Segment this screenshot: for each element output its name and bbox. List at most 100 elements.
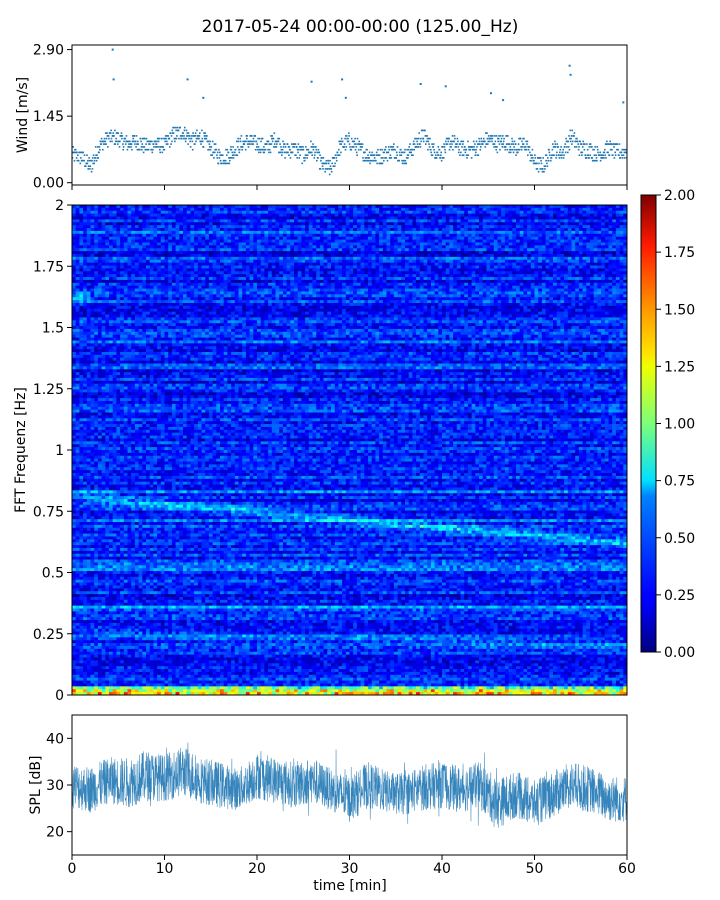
wind-point	[311, 146, 314, 148]
spectrogram-cell	[316, 228, 321, 232]
spectrogram-cell	[105, 228, 110, 232]
spectrogram-cell	[519, 239, 524, 243]
wind-point	[262, 148, 264, 151]
spectrogram-cell	[97, 265, 103, 269]
spectrogram-cell	[560, 265, 565, 269]
wind-point	[198, 135, 201, 137]
spectrogram-cell	[512, 271, 517, 275]
spectrogram-cell	[123, 219, 128, 223]
spectrogram-cell	[175, 216, 180, 220]
spectrogram-cell	[183, 245, 188, 249]
spectrogram-cell	[382, 245, 387, 249]
spectrogram-cell	[179, 256, 184, 261]
spectrogram-cell	[408, 271, 413, 275]
spectrogram-cell	[456, 239, 461, 243]
spectrogram-cell	[349, 265, 354, 269]
spectrogram-cell	[134, 265, 140, 269]
wind-point	[474, 143, 476, 145]
spectrogram-cell	[168, 225, 173, 229]
spectrogram-cell	[449, 219, 454, 223]
spectrogram-cell	[212, 248, 217, 252]
spectrogram-cell	[401, 271, 406, 275]
spectrogram-cell	[301, 225, 306, 229]
spectrogram-cell	[623, 251, 627, 255]
wind-point	[436, 151, 439, 154]
spectrogram-cell	[486, 248, 491, 252]
spectrogram-cell	[516, 222, 521, 226]
spectrogram-cell	[534, 271, 539, 275]
spectrogram-cell	[131, 205, 136, 209]
spectrogram-cell	[223, 242, 228, 246]
spectrogram-cell	[208, 236, 214, 241]
spectrogram-cell	[438, 268, 443, 272]
spectrogram-cell	[164, 207, 169, 212]
spectrogram-cell	[467, 236, 473, 241]
wind-point	[455, 146, 457, 148]
wind-point	[477, 143, 480, 145]
spectrogram-cell	[127, 268, 132, 272]
spectrogram-cell	[612, 242, 617, 246]
spectrogram-cell	[282, 245, 288, 249]
spectrogram-cell	[601, 259, 606, 264]
spectrogram-cell	[227, 222, 232, 226]
spectrogram-cell	[205, 248, 210, 252]
spectrogram-cell	[619, 259, 624, 264]
wind-point	[623, 148, 625, 151]
spectrogram-cell	[467, 262, 473, 267]
spectrogram-cell	[305, 216, 310, 220]
spectrogram-cell	[586, 248, 591, 252]
spectrogram-cell	[612, 248, 617, 252]
spectrogram-cell	[138, 274, 143, 278]
spectrogram-cell	[153, 222, 158, 226]
spectrogram-cell	[464, 228, 469, 232]
spectrogram-cell	[268, 242, 273, 246]
wind-point	[568, 148, 571, 151]
spectrogram-cell	[593, 245, 598, 249]
spectrogram-cell	[138, 256, 143, 261]
spectrogram-cell	[312, 219, 317, 223]
spectrogram-cell	[290, 262, 295, 267]
spectrogram-cell	[197, 256, 202, 261]
spectrogram-cell	[216, 219, 221, 223]
spectrogram-cell	[482, 210, 487, 215]
spectrogram-cell	[134, 242, 140, 246]
spectrogram-cell	[582, 228, 587, 232]
wind-point	[578, 146, 580, 148]
spectrogram-cell	[101, 233, 106, 238]
spectrogram-cell	[564, 219, 569, 223]
spectrogram-cell	[197, 245, 202, 249]
spectrogram-cell	[323, 239, 328, 243]
spectrogram-cell	[578, 207, 584, 212]
spectrogram-cell	[164, 248, 169, 252]
spectrogram-cell	[475, 228, 480, 232]
spectrogram-cell	[608, 256, 613, 261]
spectrogram-cell	[390, 230, 395, 235]
spectrogram-cell	[208, 259, 214, 264]
spectrogram-cell	[516, 262, 521, 267]
spectrogram-cell	[382, 265, 387, 269]
spectrogram-cell	[475, 262, 480, 267]
spectrogram-cell	[79, 236, 84, 241]
wind-point	[517, 143, 520, 145]
spectrogram-cell	[83, 268, 88, 272]
spectrogram-cell	[316, 242, 321, 246]
spectrogram-cell	[541, 254, 547, 258]
spectrogram-cell	[612, 239, 617, 243]
spectrogram-cell	[453, 239, 458, 243]
spectrogram-cell	[590, 228, 595, 232]
spectrogram-cell	[479, 213, 484, 218]
spectrogram-cell	[471, 245, 476, 249]
wind-point	[533, 162, 536, 165]
spectrogram-cell	[342, 236, 347, 241]
wind-point	[510, 148, 512, 151]
spectrogram-cell	[297, 248, 302, 252]
spectrogram-cell	[179, 216, 184, 220]
spectrogram-cell	[508, 245, 513, 249]
wind-point	[532, 162, 535, 165]
wind-point	[257, 137, 259, 140]
spectrogram-cell	[593, 230, 598, 235]
spectrogram-cell	[223, 239, 228, 243]
spectrogram-cell	[264, 256, 269, 261]
wind-point	[354, 148, 357, 151]
spectrogram-cell	[623, 254, 627, 258]
